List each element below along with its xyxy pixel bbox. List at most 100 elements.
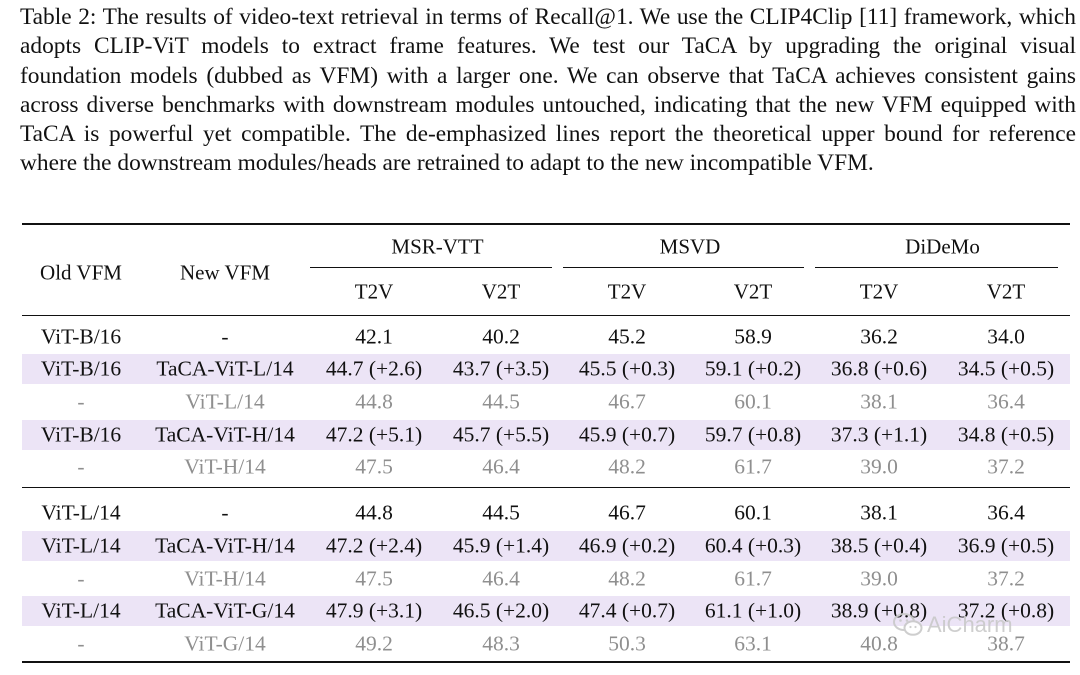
metric-header: T2V [859,279,899,304]
old-vfm-cell: ViT-L/14 [41,598,121,623]
old-vfm-cell: ViT-L/14 [41,533,121,558]
old-vfm-cell: ViT-B/16 [40,356,122,381]
results-table: Old VFM New VFM MSR-VTT MSVD DiDeMo T2V V2T T2V… [22,223,1070,663]
highlight-band [22,531,1070,561]
recall-cell: 36.4 [987,500,1025,525]
metric-header: T2V [607,279,647,304]
recall-cell: 45.7 (+5.5) [452,422,550,447]
highlight-band [22,596,1070,626]
recall-cell: 44.5 [482,500,520,525]
recall-cell: 47.4 (+0.7) [578,598,676,623]
new-vfm-cell: ViT-H/14 [184,566,266,591]
new-vfm-cell: ViT-L/14 [185,389,265,414]
old-vfm-cell: - [77,566,85,591]
old-vfm-cell: - [77,454,85,479]
recall-cell: 63.1 [734,631,772,656]
new-vfm-cell: ViT-G/14 [184,631,266,656]
recall-cell: 43.7 (+3.5) [452,356,550,381]
group-rule [22,487,1070,488]
recall-cell: 38.9 (+0.8) [830,598,928,623]
recall-cell: 38.7 [987,631,1025,656]
recall-cell: 60.1 [734,500,772,525]
recall-cell: 34.0 [987,324,1025,349]
recall-cell: 47.2 (+5.1) [325,422,423,447]
old-vfm-cell: - [77,389,85,414]
recall-cell: 47.9 (+3.1) [325,598,423,623]
dataset-header: DiDeMo [905,234,980,259]
recall-cell: 47.5 [355,566,393,591]
recall-cell: 42.1 [355,324,393,349]
recall-cell: 45.2 [608,324,646,349]
recall-cell: 36.4 [987,389,1025,414]
recall-cell: 46.5 (+2.0) [452,598,550,623]
table-caption: Table 2: The results of video-text retri… [20,4,1076,177]
wechat-icon [893,613,923,636]
new-vfm-cell: - [221,324,229,349]
new-vfm-header: New VFM [179,260,271,285]
recall-cell: 44.8 [355,389,393,414]
top-rule [22,223,1070,225]
recall-cell: 48.3 [482,631,520,656]
recall-cell: 59.1 (+0.2) [704,356,802,381]
old-vfm-cell: ViT-B/16 [40,324,122,349]
recall-cell: 34.5 (+0.5) [957,356,1055,381]
recall-cell: 37.3 (+1.1) [830,422,928,447]
recall-cell: 48.2 [608,566,646,591]
group-underline [563,267,804,268]
recall-cell: 45.9 (+1.4) [452,533,550,558]
recall-cell: 46.7 [608,500,646,525]
recall-cell: 44.7 (+2.6) [325,356,423,381]
recall-cell: 58.9 [734,324,772,349]
recall-cell: 61.7 [734,566,772,591]
recall-cell: 46.4 [482,566,520,591]
recall-cell: 49.2 [355,631,393,656]
recall-cell: 46.9 (+0.2) [578,533,676,558]
recall-cell: 40.8 [860,631,898,656]
recall-cell: 37.2 (+0.8) [957,598,1055,623]
recall-cell: 47.5 [355,454,393,479]
recall-cell: 39.0 [860,566,898,591]
recall-cell: 36.2 [860,324,898,349]
recall-cell: 44.5 [482,389,520,414]
header-rule [22,315,1070,316]
dataset-header: MSVD [659,234,721,259]
recall-cell: 40.2 [482,324,520,349]
metric-header: V2T [986,279,1026,304]
recall-cell: 39.0 [860,454,898,479]
new-vfm-cell: TaCA-ViT-H/14 [155,422,295,447]
bottom-rule [22,661,1070,663]
watermark-text: AiCharm [927,612,1013,637]
group-underline [815,267,1058,268]
group-underline [310,267,552,268]
recall-cell: 50.3 [608,631,646,656]
old-vfm-cell: ViT-L/14 [41,500,121,525]
recall-cell: 46.4 [482,454,520,479]
new-vfm-cell: ViT-H/14 [184,454,266,479]
recall-cell: 59.7 (+0.8) [704,422,802,447]
recall-cell: 34.8 (+0.5) [957,422,1055,447]
recall-cell: 61.1 (+1.0) [704,598,802,623]
recall-cell: 48.2 [608,454,646,479]
recall-cell: 37.2 [987,566,1025,591]
recall-cell: 45.5 (+0.3) [578,356,676,381]
recall-cell: 46.7 [608,389,646,414]
recall-cell: 36.8 (+0.6) [830,356,928,381]
old-vfm-cell: ViT-B/16 [40,422,122,447]
highlight-band [22,354,1070,384]
dataset-header: MSR-VTT [391,234,484,259]
metric-header: T2V [354,279,394,304]
recall-cell: 60.4 (+0.3) [704,533,802,558]
recall-cell: 37.2 [987,454,1025,479]
new-vfm-cell: TaCA-ViT-G/14 [155,598,295,623]
recall-cell: 60.1 [734,389,772,414]
recall-cell: 38.5 (+0.4) [830,533,928,558]
recall-cell: 47.2 (+2.4) [325,533,423,558]
old-vfm-header: Old VFM [40,260,122,285]
metric-header: V2T [481,279,521,304]
new-vfm-cell: - [221,500,229,525]
new-vfm-cell: TaCA-ViT-H/14 [155,533,295,558]
watermark: AiCharm [893,612,1013,638]
highlight-band [22,420,1070,450]
old-vfm-cell: - [77,631,85,656]
recall-cell: 61.7 [734,454,772,479]
